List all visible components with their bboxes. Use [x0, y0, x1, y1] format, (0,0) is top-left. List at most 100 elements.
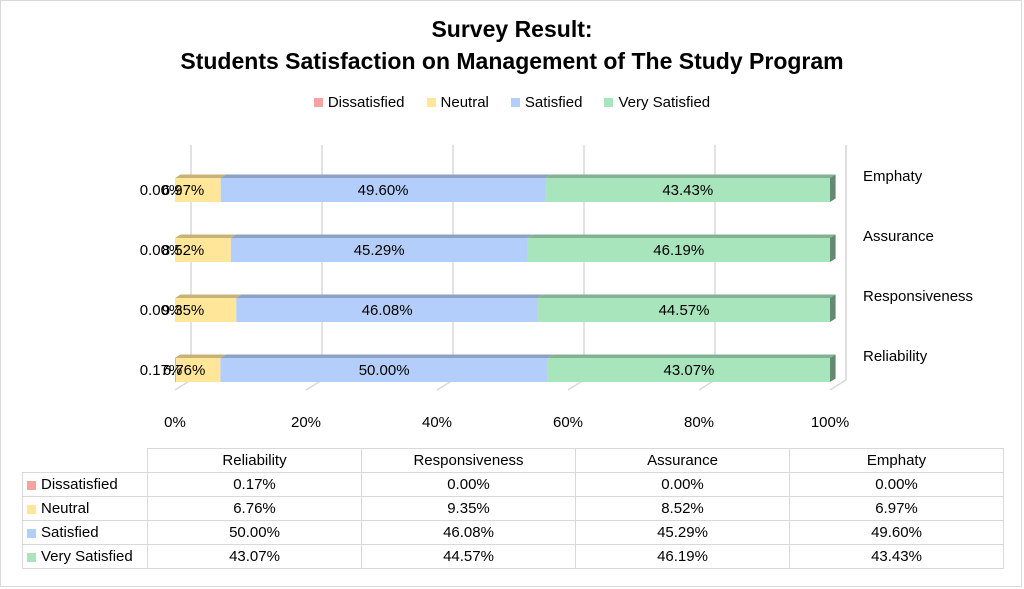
legend-item-dissatisfied: Dissatisfied [313, 94, 405, 111]
x-tick-label: 0% [164, 414, 186, 431]
data-table-row-header: Neutral [22, 496, 148, 521]
data-label: 46.19% [653, 242, 704, 259]
table-row-label: Dissatisfied [41, 476, 118, 493]
bar-segment [175, 178, 221, 202]
bar-top-face [527, 234, 836, 238]
data-table-col-header: Emphaty [789, 448, 1004, 473]
data-label: 43.07% [664, 362, 715, 379]
bar-segment [547, 358, 830, 382]
table-swatch-very-satisfied [27, 552, 36, 562]
data-table-cell: 6.76% [147, 496, 362, 521]
x-tick-label: 60% [553, 414, 583, 431]
data-label: 49.60% [358, 182, 409, 199]
table-row-label: Satisfied [41, 524, 99, 541]
data-table-cell: 49.60% [789, 520, 1004, 545]
data-table-cell: 9.35% [361, 496, 576, 521]
bar-segment [176, 358, 221, 382]
data-table-row-header: Dissatisfied [22, 472, 148, 497]
data-table-cell: 6.97% [789, 496, 1004, 521]
bar-end-face [830, 174, 836, 202]
data-table-row-satisfied: Satisfied 50.00% 46.08% 45.29% 49.60% [22, 520, 1004, 545]
bar-top-face [230, 234, 534, 238]
data-table-row-very-satisfied: Very Satisfied 43.07% 44.57% 46.19% 43.4… [22, 544, 1004, 569]
legend-item-satisfied: Satisfied [510, 94, 583, 111]
bar-top-face [236, 294, 544, 298]
data-table-header-row: Reliability Responsiveness Assurance Emp… [22, 448, 1004, 473]
data-table-cell: 0.00% [789, 472, 1004, 497]
bar-top-face [175, 234, 237, 238]
data-table-cell: 8.52% [575, 496, 790, 521]
gridline-floor [829, 379, 847, 391]
data-table-col-header: Reliability [147, 448, 362, 473]
table-swatch-neutral [27, 504, 36, 514]
legend-label-neutral: Neutral [440, 94, 489, 111]
legend-label-dissatisfied: Dissatisfied [327, 94, 405, 111]
bar-segment [175, 358, 177, 382]
data-table-cell: 0.00% [575, 472, 790, 497]
category-label: Assurance [863, 228, 934, 245]
bar-top-face [220, 354, 554, 358]
table-row-label: Very Satisfied [41, 548, 133, 565]
data-label: 0.17% [140, 362, 183, 379]
bar-top-face [547, 354, 836, 358]
data-label: 45.29% [354, 242, 405, 259]
legend-item-neutral: Neutral [426, 94, 489, 111]
table-swatch-satisfied [27, 528, 36, 538]
chart-title-line1: Survey Result: [431, 16, 593, 42]
table-row-label: Neutral [41, 500, 90, 517]
data-table-cell: 46.19% [575, 544, 790, 569]
bar-segment [230, 238, 528, 262]
data-table-cell: 46.08% [361, 520, 576, 545]
legend-swatch-dissatisfied [313, 98, 323, 107]
bar-top-face [175, 294, 242, 298]
data-table-row-header: Very Satisfied [22, 544, 148, 569]
data-label: 43.43% [662, 182, 713, 199]
legend-item-very-satisfied: Very Satisfied [604, 94, 710, 111]
bar-top-face [220, 174, 552, 178]
data-table-cell: 50.00% [147, 520, 362, 545]
data-label: 0.00% [140, 182, 183, 199]
category-label: Emphaty [863, 168, 923, 185]
legend-swatch-satisfied [510, 98, 520, 107]
legend-label-very-satisfied: Very Satisfied [618, 94, 711, 111]
category-label: Reliability [863, 348, 928, 365]
data-table-corner [22, 448, 148, 473]
data-table-row-header: Satisfied [22, 520, 148, 545]
data-table-col-header: Responsiveness [361, 448, 576, 473]
data-label: 6.97% [162, 182, 205, 199]
data-table-cell: 43.43% [789, 544, 1004, 569]
bar-segment [220, 358, 548, 382]
data-table-row-neutral: Neutral 6.76% 9.35% 8.52% 6.97% [22, 496, 1004, 521]
data-table-row-dissatisfied: Dissatisfied 0.17% 0.00% 0.00% 0.00% [22, 472, 1004, 497]
bar-segment [538, 298, 830, 322]
bar-top-face [175, 354, 182, 358]
bar-segment [175, 298, 237, 322]
bar-segment [175, 238, 231, 262]
legend-swatch-very-satisfied [604, 98, 614, 107]
data-label: 9.35% [162, 302, 205, 319]
bar-end-face [830, 294, 836, 322]
chart-title-line2: Students Satisfaction on Management of T… [180, 48, 844, 74]
x-tick-label: 40% [422, 414, 452, 431]
legend-swatch-neutral [426, 98, 436, 107]
data-label: 0.00% [140, 242, 183, 259]
legend-label-satisfied: Satisfied [524, 94, 583, 111]
data-table: Reliability Responsiveness Assurance Emp… [22, 448, 1004, 569]
bar-segment [527, 238, 830, 262]
data-label: 50.00% [359, 362, 410, 379]
bar-end-face [830, 234, 836, 262]
bar-segment [220, 178, 546, 202]
category-label: Responsiveness [863, 288, 973, 305]
bar-end-face [830, 354, 836, 382]
data-table-cell: 44.57% [361, 544, 576, 569]
table-swatch-dissatisfied [27, 480, 36, 490]
data-label: 46.08% [362, 302, 413, 319]
bar-top-face [176, 354, 226, 358]
bar-segment [545, 178, 830, 202]
bar-top-face [545, 174, 836, 178]
chart-plot-area: 0% 20% 40% 60% 80% 100% 0.17%6.76% 50.00% 43.07%… [140, 145, 973, 431]
data-label: 0.00% [140, 302, 183, 319]
data-label: 6.76% [163, 362, 206, 379]
data-table-cell: 0.00% [361, 472, 576, 497]
